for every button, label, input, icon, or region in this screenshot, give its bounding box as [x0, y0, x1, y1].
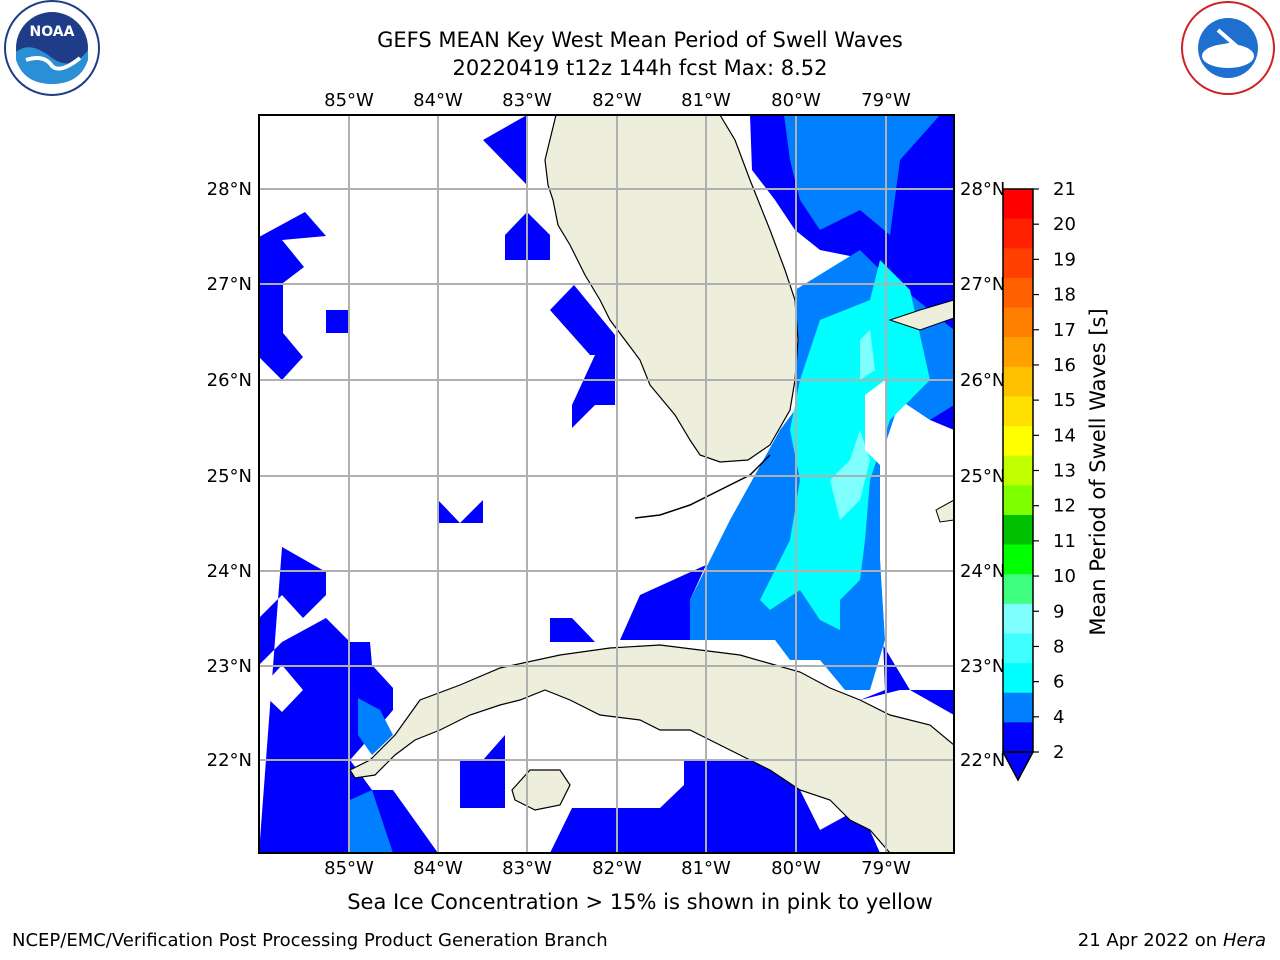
lat-label: 27°N: [960, 274, 1005, 295]
footer-date: 21 Apr 2022 on Hera: [1078, 930, 1266, 951]
lat-labels-left: 28°N 27°N 26°N 25°N 24°N 23°N 22°N: [207, 179, 252, 771]
lon-label: 83°W: [502, 858, 552, 879]
colorbar-tick-label: 9: [1053, 601, 1064, 622]
colorbar-tick-label: 12: [1053, 496, 1076, 517]
nws-logo: [1181, 1, 1275, 95]
lat-label: 23°N: [207, 656, 252, 677]
lat-label: 25°N: [207, 466, 252, 487]
colorbar-swatch: [1003, 544, 1033, 575]
noaa-logo-text: NOAA: [30, 24, 75, 40]
lon-labels-bottom: 85°W 84°W 83°W 82°W 81°W 80°W 79°W: [324, 858, 911, 879]
colorbar-swatch: [1003, 189, 1033, 220]
colorbar-swatch: [1003, 722, 1033, 753]
lat-labels-right: 28°N 27°N 26°N 25°N 24°N 23°N 22°N: [960, 179, 1005, 771]
lon-label: 79°W: [861, 858, 911, 879]
colorbar-tick-label: 2: [1053, 742, 1064, 763]
colorbar-tick-label: 21: [1053, 179, 1076, 200]
period-band-6-8: [760, 260, 930, 630]
colorbar-swatch: [1003, 277, 1033, 309]
colorbar-tick-label: 6: [1053, 672, 1064, 693]
lat-label: 28°N: [960, 179, 1005, 200]
colorbar-swatch: [1003, 485, 1033, 516]
lon-label: 83°W: [502, 90, 552, 111]
colorbar-swatch: [1003, 455, 1033, 486]
footer-date-text: 21 Apr 2022 on: [1077, 930, 1223, 951]
colorbar-swatch: [1003, 663, 1033, 694]
colorbar-tick-label: 17: [1053, 320, 1076, 341]
map-plot-area: [259, 115, 954, 853]
colorbar-tick-label: 8: [1053, 636, 1064, 657]
colorbar-swatch: [1003, 366, 1033, 397]
colorbar-swatch: [1003, 426, 1033, 457]
title-line-2: 20220419 t12z 144h fcst Max: 8.52: [452, 56, 828, 80]
colorbar-swatch: [1003, 603, 1033, 634]
lat-label: 24°N: [960, 561, 1005, 582]
colorbar-label: Mean Period of Swell Waves [s]: [1086, 308, 1110, 635]
grand-bahama-land: [888, 299, 954, 331]
lon-label: 84°W: [413, 90, 463, 111]
colorbar-tick-label: 18: [1053, 285, 1076, 306]
noaa-logo: NOAA: [4, 0, 100, 96]
colorbar-swatch: [1003, 574, 1033, 605]
footer-credit: NCEP/EMC/Verification Post Processing Pr…: [12, 930, 608, 951]
no-data-area: [865, 380, 885, 470]
map-frame: [258, 114, 955, 854]
title-line-1: GEFS MEAN Key West Mean Period of Swell …: [377, 28, 903, 52]
lat-label: 22°N: [207, 750, 252, 771]
lon-label: 84°W: [413, 858, 463, 879]
no-data-area: [259, 665, 303, 712]
lat-label: 28°N: [207, 179, 252, 200]
lat-label: 27°N: [207, 274, 252, 295]
colorbar-swatch: [1003, 692, 1033, 723]
lat-label: 24°N: [207, 561, 252, 582]
lon-label: 80°W: [771, 858, 821, 879]
lat-label: 26°N: [207, 370, 252, 391]
lat-label: 23°N: [960, 656, 1005, 677]
lon-label: 85°W: [324, 90, 374, 111]
lon-label: 81°W: [681, 90, 731, 111]
colorbar-tick-label: 11: [1053, 531, 1076, 552]
footer-host: Hera: [1222, 930, 1266, 951]
colorbar-swatch: [1003, 218, 1033, 249]
lon-label: 80°W: [771, 90, 821, 111]
chart-title: GEFS MEAN Key West Mean Period of Swell …: [0, 26, 1280, 82]
florida-land: [544, 115, 799, 463]
lon-label: 85°W: [324, 858, 374, 879]
lon-label: 82°W: [592, 858, 642, 879]
colorbar-swatch: [1003, 633, 1033, 664]
colorbar-tick-label: 19: [1053, 249, 1076, 270]
colorbar-tick-label: 20: [1053, 214, 1076, 235]
colorbar-swatch: [1003, 337, 1033, 368]
colorbar-tick-label: 16: [1053, 355, 1076, 376]
colorbar-swatch: [1003, 307, 1033, 338]
lon-label: 79°W: [861, 90, 911, 111]
colorbar-swatch: [1003, 396, 1033, 427]
sea-ice-note: Sea Ice Concentration > 15% is shown in …: [347, 890, 933, 914]
colorbar-tick-label: 15: [1053, 390, 1076, 411]
lon-label: 81°W: [681, 858, 731, 879]
graticule: [259, 115, 954, 853]
colorbar-tick-label: 4: [1053, 707, 1064, 728]
lon-label: 82°W: [592, 90, 642, 111]
bahamas-land: [935, 499, 954, 523]
colorbar: 21 20 19 18 17 16 15 14 13 12 11 10 9 8 6 4 2: [1001, 179, 1076, 782]
cuba-land: [349, 644, 954, 853]
colorbar-tick-label: 13: [1053, 461, 1076, 482]
lat-label: 22°N: [960, 750, 1005, 771]
colorbar-extend-arrow: [1001, 751, 1035, 782]
colorbar-tick-label: 10: [1053, 566, 1076, 587]
colorbar-swatch: [1003, 248, 1033, 279]
colorbar-tick-label: 14: [1053, 425, 1076, 446]
lat-label: 25°N: [960, 466, 1005, 487]
lat-label: 26°N: [960, 370, 1005, 391]
colorbar-swatch: [1003, 514, 1033, 546]
lon-labels-top: 85°W 84°W 83°W 82°W 81°W 80°W 79°W: [324, 90, 911, 111]
